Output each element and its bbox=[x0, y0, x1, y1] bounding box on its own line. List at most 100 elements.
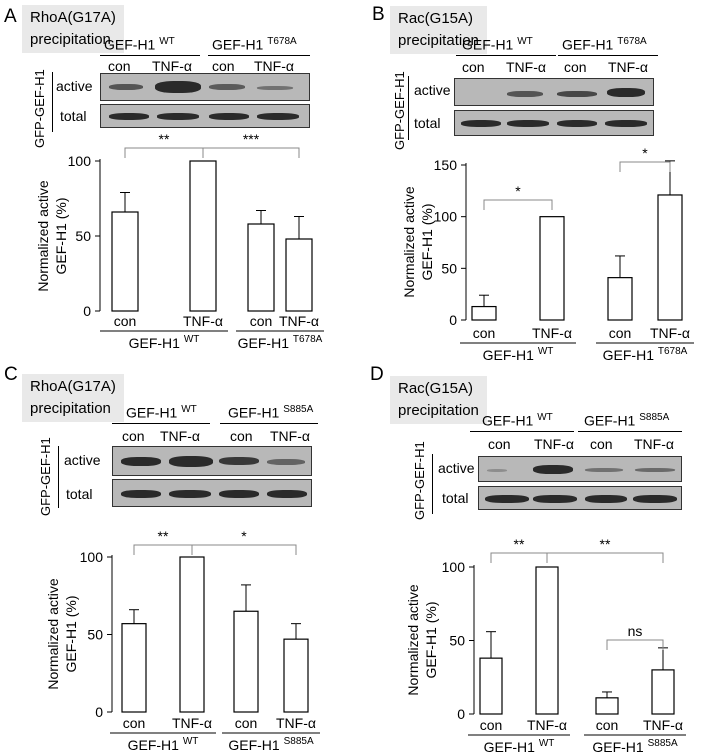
panel-title: Rac(G15A) precipitation bbox=[390, 6, 487, 54]
significance-bracket bbox=[546, 552, 664, 563]
bar bbox=[179, 556, 205, 713]
group-underline bbox=[220, 423, 318, 424]
bracket-line bbox=[58, 446, 59, 508]
y-tick-label: 0 bbox=[457, 706, 465, 722]
lane-label: con bbox=[488, 436, 511, 452]
lane-label: TNF-α bbox=[160, 428, 200, 444]
y-tick-label: 100 bbox=[434, 209, 458, 225]
group-underline bbox=[100, 55, 200, 56]
row-label-total: total bbox=[60, 108, 87, 124]
bar bbox=[189, 160, 217, 312]
significance-label: ns bbox=[628, 623, 643, 639]
row-label-active: active bbox=[414, 82, 451, 98]
row-label-active: active bbox=[56, 78, 93, 94]
y-axis-label: Normalized active GEF-H1 (%) bbox=[35, 180, 69, 291]
category-label: TNF-α bbox=[276, 715, 316, 731]
bracket-line bbox=[408, 76, 409, 140]
blot-total bbox=[112, 479, 312, 507]
significance-label: ** bbox=[514, 536, 525, 552]
y-tick-label: 100 bbox=[442, 559, 466, 575]
category-label: con bbox=[114, 313, 137, 329]
y-tick-label: 50 bbox=[75, 228, 91, 244]
bar bbox=[233, 610, 259, 713]
bar bbox=[657, 194, 683, 321]
lane-label: con bbox=[590, 436, 613, 452]
panel-letter: B bbox=[372, 4, 385, 25]
lane-label: con bbox=[230, 428, 253, 444]
group-label: GEF-H1 S885A bbox=[592, 738, 678, 754]
category-label: TNF-α bbox=[650, 325, 690, 341]
group-underline bbox=[558, 55, 658, 56]
group-label: GEF-H1 WT bbox=[484, 738, 555, 754]
group-underline bbox=[456, 55, 556, 56]
category-label: con bbox=[235, 715, 258, 731]
group-underline bbox=[208, 55, 310, 56]
group-label: GEF-H1 T678A bbox=[238, 334, 323, 351]
bracket-line bbox=[432, 454, 433, 514]
y-tick-label: 0 bbox=[449, 312, 457, 328]
group-label: GEF-H1 WT bbox=[483, 346, 554, 363]
group-label: GEF-H1 T678A bbox=[603, 346, 688, 363]
blot-active bbox=[454, 78, 654, 106]
bar bbox=[285, 238, 313, 312]
category-label: con bbox=[596, 717, 619, 733]
y-tick-label: 50 bbox=[449, 633, 465, 649]
category-label: TNF-α bbox=[527, 717, 567, 733]
y-tick-label: 50 bbox=[87, 627, 103, 643]
lane-label: TNF-α bbox=[534, 436, 574, 452]
group-underline bbox=[112, 423, 210, 424]
group-underline bbox=[578, 431, 682, 432]
lane-label: con bbox=[122, 428, 145, 444]
row-label-total: total bbox=[66, 486, 93, 502]
blot-group-label: GEF-H1 WT bbox=[482, 412, 553, 429]
group-underline bbox=[470, 431, 574, 432]
panel-title: RhoA(G17A) precipitation bbox=[22, 5, 124, 53]
blot-active bbox=[112, 446, 312, 476]
y-tick-label: 0 bbox=[83, 303, 91, 319]
bar bbox=[283, 638, 309, 713]
blot-total bbox=[100, 104, 310, 128]
significance-bracket bbox=[202, 147, 300, 158]
category-label: con bbox=[250, 313, 273, 329]
category-label: TNF-α bbox=[643, 717, 683, 733]
panel-letter: C bbox=[4, 364, 18, 385]
y-tick-label: 150 bbox=[434, 157, 458, 173]
significance-label: *** bbox=[243, 131, 260, 147]
significance-label: ** bbox=[159, 131, 170, 147]
bar bbox=[535, 566, 559, 715]
blot-group-label: GEF-H1 S885A bbox=[584, 412, 670, 429]
category-label: TNF-α bbox=[532, 325, 572, 341]
blot-active bbox=[478, 456, 682, 482]
blot-total bbox=[454, 110, 654, 136]
significance-label: * bbox=[515, 183, 521, 199]
group-label: GEF-H1 S885A bbox=[228, 736, 314, 753]
panel-letter: D bbox=[370, 364, 384, 385]
significance-bracket bbox=[606, 639, 664, 650]
y-axis-label: Normalized active GEF-H1 (%) bbox=[405, 584, 439, 695]
panel-title: RhoA(G17A) precipitation bbox=[22, 374, 124, 422]
significance-label: ** bbox=[158, 528, 169, 544]
blot-total bbox=[478, 486, 682, 510]
lane-label: TNF-α bbox=[270, 428, 310, 444]
lane-label: con bbox=[564, 59, 587, 75]
y-tick-label: 0 bbox=[95, 704, 103, 720]
group-label: GEF-H1 WT bbox=[128, 736, 199, 753]
lane-label: TNF-α bbox=[152, 58, 192, 74]
lane-label: TNF-α bbox=[634, 436, 674, 452]
category-label: TNF-α bbox=[279, 313, 319, 329]
lane-label: con bbox=[108, 58, 131, 74]
significance-label: ** bbox=[600, 536, 611, 552]
y-tick-label: 50 bbox=[441, 260, 457, 276]
bar bbox=[479, 657, 503, 715]
bar bbox=[607, 277, 633, 321]
significance-label: * bbox=[642, 145, 648, 161]
bracket-line bbox=[52, 72, 53, 132]
bar bbox=[651, 669, 675, 715]
row-label-active: active bbox=[438, 460, 475, 476]
panel-title: Rac(G15A) precipitation bbox=[390, 376, 487, 424]
blot-group-label: GEF-H1 WT bbox=[462, 36, 533, 53]
